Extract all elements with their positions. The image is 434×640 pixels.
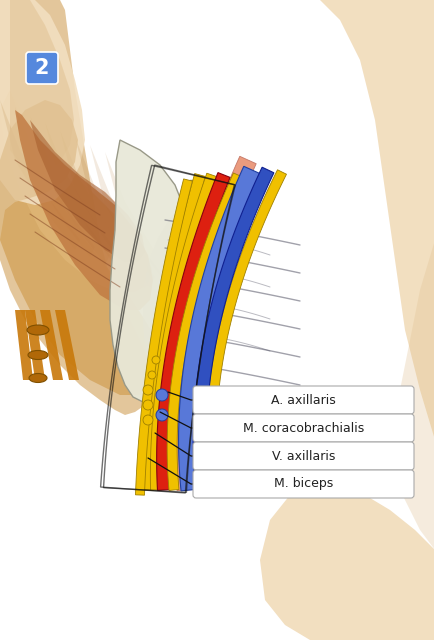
Polygon shape: [174, 156, 256, 491]
Text: M. biceps: M. biceps: [273, 477, 332, 490]
Polygon shape: [15, 107, 95, 257]
FancyBboxPatch shape: [193, 386, 413, 414]
Polygon shape: [60, 130, 140, 280]
FancyBboxPatch shape: [193, 470, 413, 498]
Polygon shape: [40, 310, 63, 380]
Polygon shape: [15, 110, 153, 310]
Text: 2: 2: [35, 58, 49, 78]
Text: V. axillaris: V. axillaris: [271, 449, 335, 463]
Polygon shape: [0, 0, 151, 415]
Ellipse shape: [27, 325, 49, 335]
Polygon shape: [0, 100, 80, 250]
Polygon shape: [10, 0, 74, 172]
Polygon shape: [206, 170, 286, 490]
Polygon shape: [0, 92, 151, 292]
Circle shape: [143, 415, 153, 425]
Polygon shape: [30, 120, 145, 262]
Polygon shape: [150, 173, 217, 490]
Circle shape: [148, 371, 156, 379]
Polygon shape: [142, 173, 205, 490]
Polygon shape: [167, 173, 242, 490]
Text: M. coracobrachialis: M. coracobrachialis: [242, 422, 363, 435]
Circle shape: [143, 400, 153, 410]
FancyBboxPatch shape: [193, 414, 413, 442]
FancyBboxPatch shape: [26, 52, 58, 84]
Polygon shape: [178, 166, 260, 491]
Polygon shape: [156, 173, 230, 490]
Polygon shape: [193, 167, 273, 491]
Polygon shape: [75, 137, 155, 287]
Circle shape: [151, 356, 160, 364]
Text: A. axillaris: A. axillaris: [270, 394, 335, 406]
Polygon shape: [105, 152, 184, 302]
Polygon shape: [0, 100, 78, 240]
Polygon shape: [0, 90, 164, 395]
Polygon shape: [349, 0, 434, 550]
Polygon shape: [45, 122, 125, 272]
Ellipse shape: [29, 374, 47, 383]
Polygon shape: [135, 179, 192, 495]
Polygon shape: [143, 208, 214, 400]
Polygon shape: [30, 115, 110, 265]
Polygon shape: [110, 140, 191, 402]
Polygon shape: [25, 310, 45, 380]
Circle shape: [156, 409, 168, 421]
Polygon shape: [15, 310, 33, 380]
Ellipse shape: [28, 351, 48, 360]
FancyBboxPatch shape: [193, 442, 413, 470]
Circle shape: [143, 385, 153, 395]
Polygon shape: [0, 0, 85, 205]
Circle shape: [156, 389, 168, 401]
Polygon shape: [214, 0, 434, 640]
Polygon shape: [55, 310, 79, 380]
Polygon shape: [90, 145, 170, 295]
